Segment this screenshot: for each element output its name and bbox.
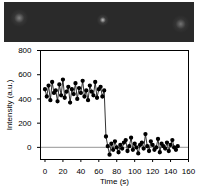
- svg-text:0: 0: [43, 167, 48, 176]
- svg-text:140: 140: [164, 167, 178, 176]
- svg-text:20: 20: [58, 167, 67, 176]
- svg-text:160: 160: [182, 167, 196, 176]
- svg-text:40: 40: [76, 167, 85, 176]
- svg-text:600: 600: [18, 70, 32, 79]
- svg-text:200: 200: [18, 119, 32, 128]
- svg-text:120: 120: [146, 167, 160, 176]
- svg-text:60: 60: [94, 167, 103, 176]
- svg-text:100: 100: [128, 167, 142, 176]
- svg-text:0: 0: [27, 143, 32, 152]
- svg-text:80: 80: [112, 167, 121, 176]
- svg-text:Time (s): Time (s): [100, 177, 129, 186]
- svg-text:800: 800: [18, 46, 32, 55]
- svg-text:400: 400: [18, 95, 32, 104]
- svg-text:Intensity (a.u.): Intensity (a.u.): [5, 79, 14, 130]
